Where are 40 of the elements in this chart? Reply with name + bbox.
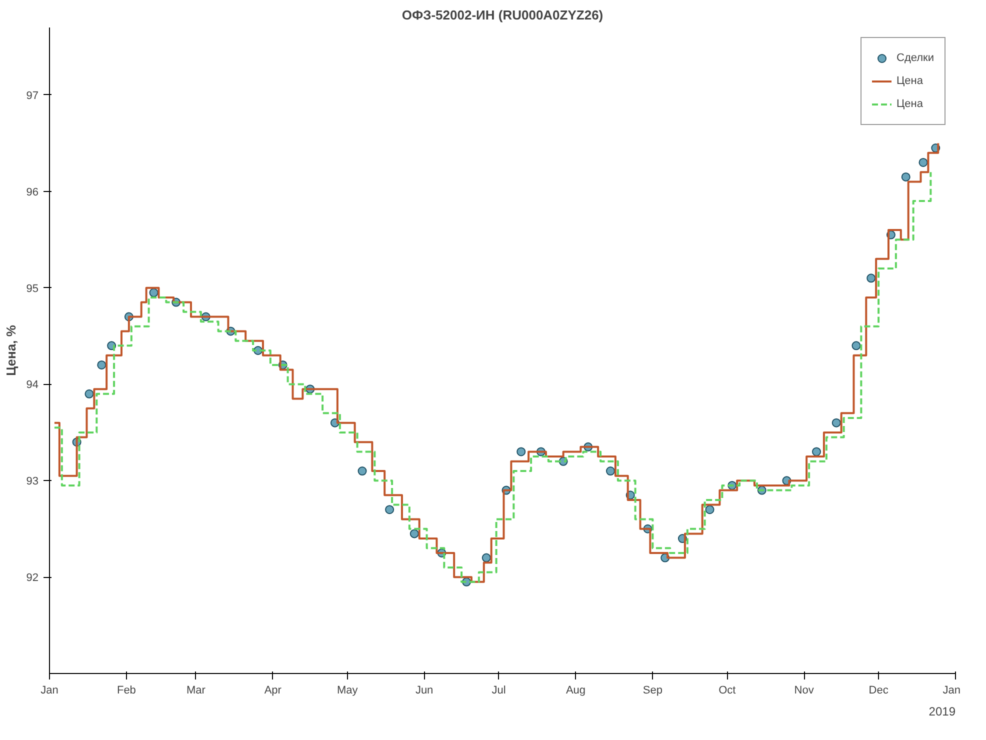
point bbox=[410, 529, 419, 538]
point bbox=[516, 447, 526, 456]
point bbox=[482, 553, 491, 562]
point bbox=[385, 505, 394, 514]
x-tick-label: Sep bbox=[642, 684, 662, 696]
y-tick-label: 96 bbox=[26, 186, 39, 198]
point bbox=[606, 466, 615, 476]
x-tick-label: Dec bbox=[868, 684, 889, 696]
point bbox=[84, 389, 94, 398]
x-tick-label: Jan bbox=[942, 684, 961, 696]
y-tick-label: 92 bbox=[26, 572, 39, 584]
point bbox=[358, 466, 367, 476]
y-tick-label: 95 bbox=[26, 282, 39, 295]
point bbox=[705, 505, 714, 514]
legend-label: Цена bbox=[896, 75, 923, 87]
point bbox=[852, 341, 861, 350]
x-tick-label: Jan bbox=[40, 684, 58, 696]
legend-label: Сделки bbox=[896, 52, 934, 64]
x-tick-label: Aug bbox=[566, 684, 586, 696]
y-tick-label: 97 bbox=[26, 90, 39, 102]
y-axis-title: Цена, % bbox=[3, 324, 18, 376]
x-tick-label: Jul bbox=[492, 684, 506, 696]
y-tick-label: 94 bbox=[26, 379, 39, 392]
x-tick-label: Mar bbox=[186, 684, 206, 696]
point bbox=[901, 172, 910, 182]
legend-label: Цена bbox=[896, 98, 923, 110]
point bbox=[812, 447, 821, 456]
x-tick-label: Jun bbox=[415, 684, 434, 696]
point bbox=[918, 158, 928, 167]
x-tick-label: Nov bbox=[794, 684, 814, 696]
chart-title: ОФЗ-52002-ИН (RU000A0ZYZ26) bbox=[402, 8, 604, 22]
text: 2019 bbox=[928, 704, 956, 718]
x-tick-label: Apr bbox=[264, 684, 282, 696]
point bbox=[866, 274, 876, 283]
x-tick-label: Oct bbox=[718, 684, 736, 696]
x-tick-label: May bbox=[336, 684, 358, 696]
point bbox=[97, 360, 106, 370]
point bbox=[832, 418, 841, 428]
y-tick-label: 93 bbox=[26, 476, 39, 488]
x-tick-label: Feb bbox=[116, 684, 136, 696]
